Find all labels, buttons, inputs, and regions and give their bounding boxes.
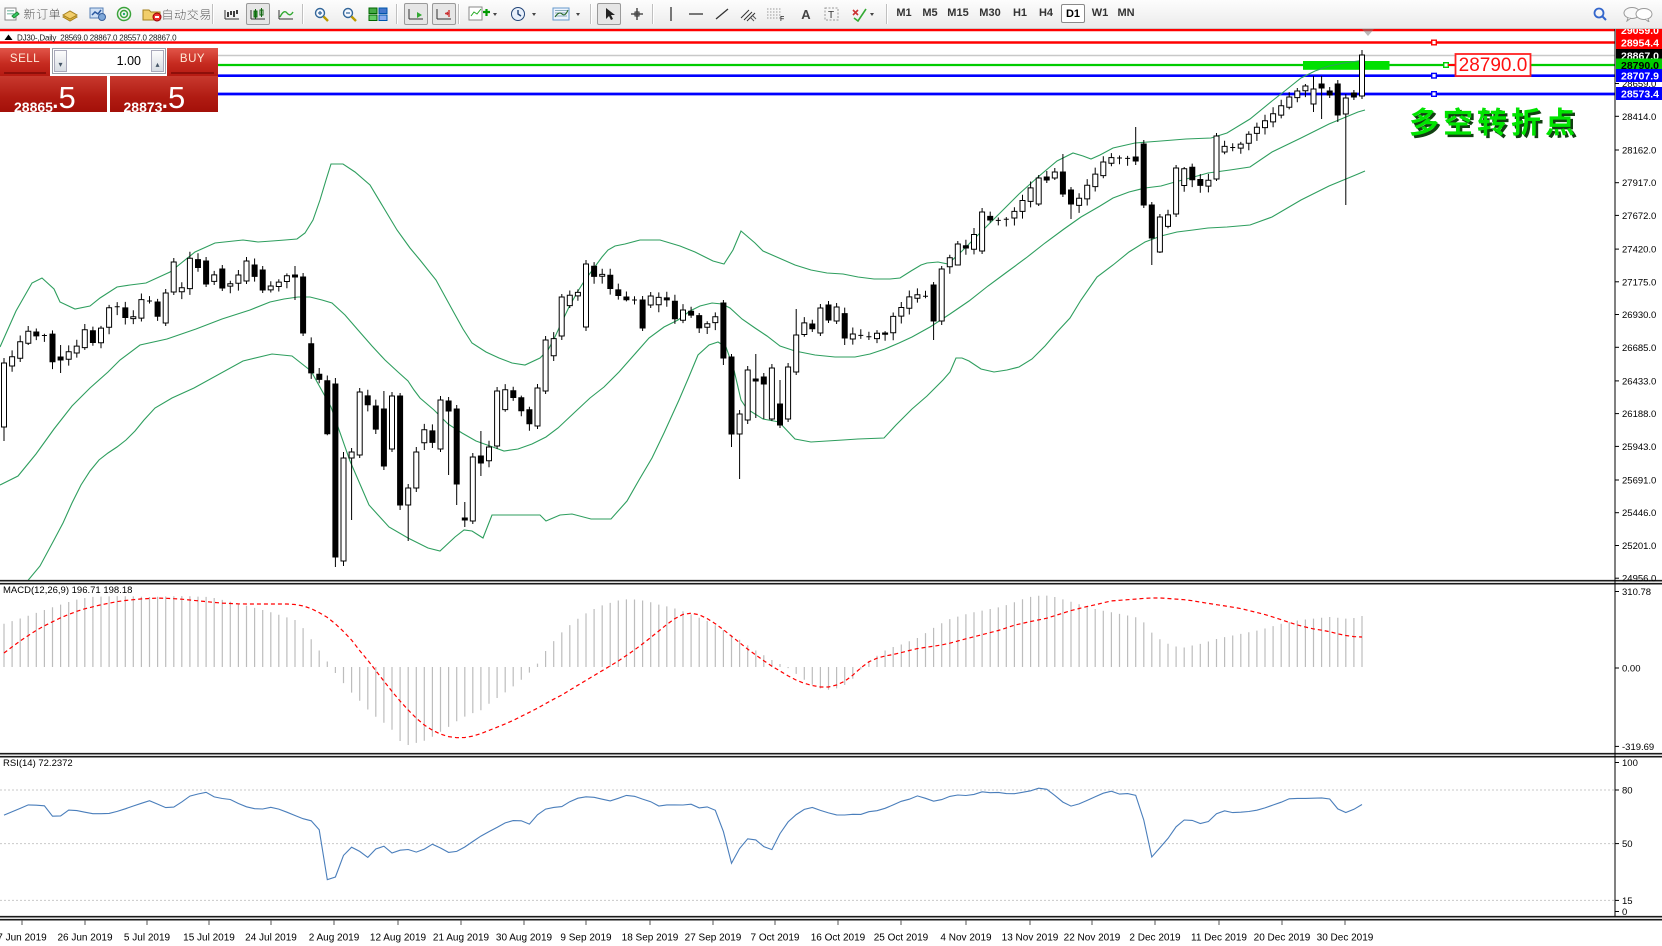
svg-text:25 Oct 2019: 25 Oct 2019 — [874, 933, 929, 944]
svg-text:9 Sep 2019: 9 Sep 2019 — [560, 933, 612, 944]
svg-text:11 Dec 2019: 11 Dec 2019 — [1191, 933, 1247, 944]
svg-text:0: 0 — [1622, 907, 1627, 918]
svg-text:13 Nov 2019: 13 Nov 2019 — [1002, 933, 1059, 944]
svg-text:2 Dec 2019: 2 Dec 2019 — [1129, 933, 1181, 944]
svg-text:310.78: 310.78 — [1622, 587, 1651, 598]
svg-text:27672.0: 27672.0 — [1622, 211, 1656, 222]
svg-text:F: F — [780, 16, 784, 22]
svg-text:25201.0: 25201.0 — [1622, 541, 1656, 552]
svg-text:RSI(14) 72.2372: RSI(14) 72.2372 — [3, 758, 73, 769]
svg-text:-319.69: -319.69 — [1622, 742, 1654, 753]
svg-text:28659.0: 28659.0 — [1622, 79, 1656, 90]
svg-text:21 Aug 2019: 21 Aug 2019 — [433, 933, 490, 944]
svg-text:100: 100 — [1622, 758, 1638, 769]
svg-text:2 Aug 2019: 2 Aug 2019 — [309, 933, 360, 944]
svg-text:27420.0: 27420.0 — [1622, 245, 1656, 256]
svg-text:15: 15 — [1622, 896, 1633, 907]
svg-text:26930.0: 26930.0 — [1622, 310, 1656, 321]
svg-text:28414.0: 28414.0 — [1622, 112, 1656, 123]
svg-text:7 Jun 2019: 7 Jun 2019 — [0, 933, 47, 944]
svg-text:22 Nov 2019: 22 Nov 2019 — [1064, 933, 1121, 944]
svg-text:26188.0: 26188.0 — [1622, 409, 1656, 420]
svg-text:27917.0: 27917.0 — [1622, 178, 1656, 189]
svg-text:26433.0: 26433.0 — [1622, 376, 1656, 387]
svg-text:28573.4: 28573.4 — [1621, 89, 1659, 101]
svg-text:12 Aug 2019: 12 Aug 2019 — [370, 933, 427, 944]
svg-text:30 Dec 2019: 30 Dec 2019 — [1317, 933, 1374, 944]
svg-text:18 Sep 2019: 18 Sep 2019 — [622, 933, 679, 944]
svg-text:28162.0: 28162.0 — [1622, 146, 1656, 157]
svg-text:15 Jul 2019: 15 Jul 2019 — [183, 933, 235, 944]
svg-text:28790.0: 28790.0 — [1459, 55, 1528, 76]
svg-text:24 Jul 2019: 24 Jul 2019 — [245, 933, 297, 944]
svg-text:26 Jun 2019: 26 Jun 2019 — [57, 933, 112, 944]
svg-text:26685.0: 26685.0 — [1622, 343, 1656, 354]
svg-text:80: 80 — [1622, 786, 1633, 797]
svg-text:25691.0: 25691.0 — [1622, 476, 1656, 487]
svg-text:28707.9: 28707.9 — [1621, 71, 1659, 83]
svg-text:7 Oct 2019: 7 Oct 2019 — [751, 933, 800, 944]
svg-text:20 Dec 2019: 20 Dec 2019 — [1254, 933, 1311, 944]
svg-text:16 Oct 2019: 16 Oct 2019 — [811, 933, 866, 944]
svg-text:4 Nov 2019: 4 Nov 2019 — [940, 933, 992, 944]
svg-text:30 Aug 2019: 30 Aug 2019 — [496, 933, 553, 944]
svg-text:MACD(12,26,9) 196.71 198.18: MACD(12,26,9) 196.71 198.18 — [3, 585, 132, 596]
svg-text:27 Sep 2019: 27 Sep 2019 — [685, 933, 742, 944]
svg-text:25446.0: 25446.0 — [1622, 508, 1656, 519]
svg-text:T: T — [828, 10, 834, 21]
svg-text:50: 50 — [1622, 839, 1633, 850]
svg-text:28954.4: 28954.4 — [1621, 38, 1659, 50]
svg-text:27175.0: 27175.0 — [1622, 277, 1656, 288]
svg-text:25943.0: 25943.0 — [1622, 442, 1656, 453]
svg-text:0.00: 0.00 — [1622, 664, 1641, 675]
svg-text:24956.0: 24956.0 — [1622, 574, 1656, 585]
svg-text:DJ30-,Daily 28569.0 28867.0 2: DJ30-,Daily 28569.0 28867.0 28557.0 2886… — [17, 34, 177, 43]
svg-text:5 Jul 2019: 5 Jul 2019 — [124, 933, 171, 944]
